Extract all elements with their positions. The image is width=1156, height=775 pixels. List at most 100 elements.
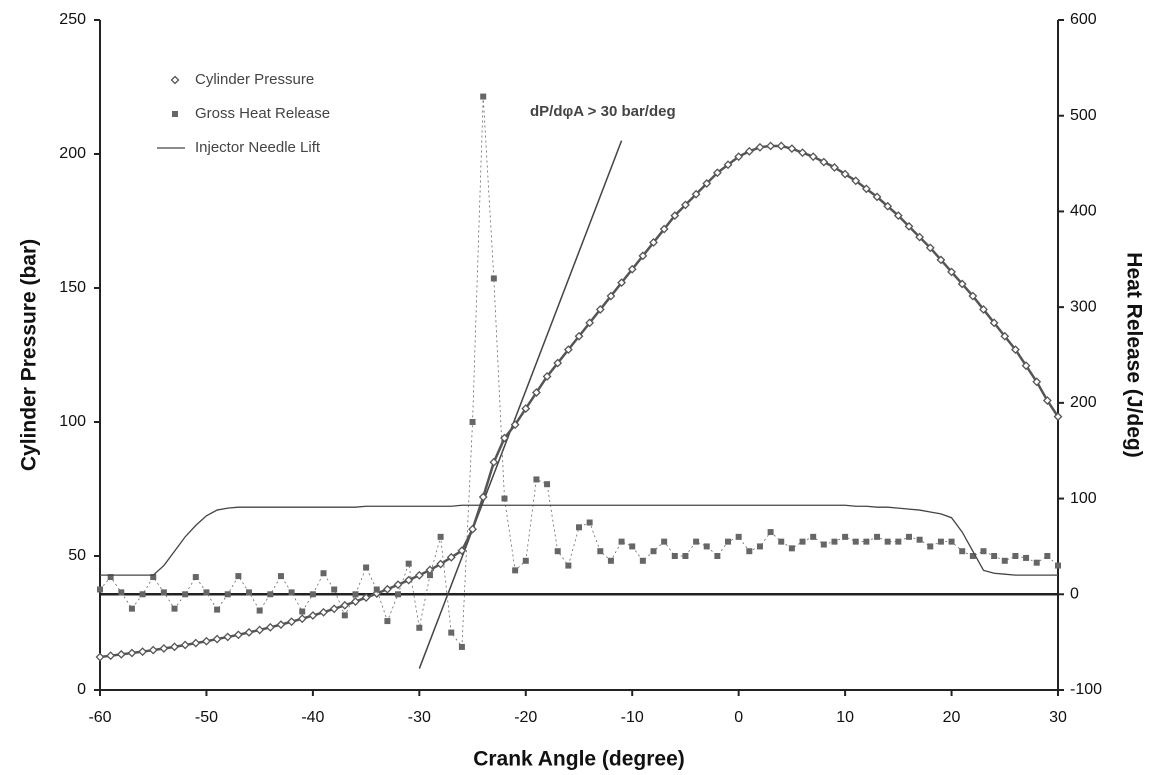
tangent-line: [418, 140, 623, 669]
data-point: [884, 538, 891, 545]
data-point: [607, 557, 614, 564]
data-point: [340, 600, 350, 610]
data-point: [512, 567, 519, 574]
data-point: [384, 618, 391, 625]
y-tick-label: 100: [59, 413, 86, 430]
data-point: [202, 636, 211, 646]
data-point: [725, 538, 732, 545]
data-point: [501, 495, 508, 502]
y2-tick-label: -100: [1070, 681, 1102, 698]
y2-tick-label: 200: [1070, 394, 1097, 411]
data-point: [148, 645, 158, 655]
data-point: [233, 630, 243, 640]
x-tick-label: -50: [195, 709, 218, 726]
data-point: [542, 372, 552, 381]
data-point: [1042, 396, 1052, 405]
data-point: [255, 625, 265, 635]
data-point: [97, 586, 103, 593]
x-tick-label: -40: [301, 709, 324, 726]
data-point: [937, 538, 944, 545]
data-point: [703, 543, 710, 550]
data-point: [341, 612, 348, 619]
y-tick-label: 0: [77, 681, 86, 698]
data-point: [819, 157, 829, 167]
data-point: [744, 146, 754, 156]
data-point: [820, 541, 827, 548]
data-point: [840, 169, 850, 179]
data-point: [649, 238, 658, 247]
data-point: [118, 589, 125, 596]
data-point: [171, 605, 178, 612]
data-point: [734, 152, 744, 162]
data-point: [810, 533, 817, 540]
data-point: [574, 331, 584, 341]
data-point: [639, 557, 646, 564]
data-point: [874, 533, 881, 540]
data-point: [979, 305, 988, 314]
data-point: [288, 589, 295, 596]
data-point: [414, 570, 424, 580]
data-point: [895, 538, 902, 545]
data-point: [405, 560, 412, 567]
data-point: [127, 648, 137, 658]
data-point: [872, 192, 882, 202]
data-point: [925, 243, 935, 253]
data-point: [957, 279, 967, 289]
data-point: [267, 591, 274, 598]
data-point: [788, 545, 795, 552]
data-point: [883, 201, 893, 211]
data-point: [553, 358, 563, 368]
data-point: [916, 536, 923, 543]
data-point: [554, 548, 561, 555]
series-line: [99, 96, 1059, 649]
data-point: [393, 580, 403, 590]
series-line: [99, 144, 1060, 659]
data-point: [319, 607, 328, 617]
y2-axis-title: Heat Release (J/deg): [1122, 252, 1145, 457]
data-point: [915, 232, 925, 242]
data-point: [458, 643, 465, 650]
data-point: [521, 404, 531, 414]
y2-tick-label: 600: [1070, 11, 1097, 28]
data-point: [861, 184, 871, 194]
data-point: [192, 574, 199, 581]
data-point: [927, 543, 934, 550]
data-point: [661, 538, 668, 545]
data-point: [395, 591, 402, 598]
data-point: [723, 160, 733, 170]
y-tick-label: 150: [59, 279, 86, 296]
data-point: [107, 574, 114, 581]
data-point: [1000, 331, 1010, 341]
data-point: [798, 148, 807, 158]
data-point: [265, 622, 275, 632]
data-point: [638, 251, 648, 261]
x-tick-label: -20: [514, 709, 537, 726]
x-tick-label: -30: [408, 709, 431, 726]
data-point: [863, 538, 870, 545]
data-point: [936, 255, 946, 265]
data-point: [182, 591, 189, 598]
data-point: [457, 546, 467, 556]
data-point: [787, 144, 797, 154]
data-point: [767, 529, 774, 536]
data-point: [106, 651, 116, 661]
data-point: [160, 589, 167, 596]
data-point: [276, 620, 286, 630]
data-point: [576, 524, 582, 531]
y2-tick-label: 500: [1070, 107, 1097, 124]
data-point: [968, 291, 978, 301]
data-point: [426, 572, 433, 579]
data-point: [1012, 553, 1019, 559]
data-point: [138, 647, 147, 657]
data-point: [180, 640, 190, 650]
data-point: [755, 142, 765, 152]
data-point: [224, 591, 231, 598]
x-tick-label: 30: [1049, 709, 1067, 726]
data-point: [1001, 557, 1008, 564]
data-point: [468, 524, 477, 534]
data-point: [947, 267, 956, 277]
legend-label: Cylinder Pressure: [195, 71, 314, 88]
data-point: [671, 553, 678, 559]
data-point: [532, 388, 541, 397]
x-tick-label: -10: [621, 709, 644, 726]
